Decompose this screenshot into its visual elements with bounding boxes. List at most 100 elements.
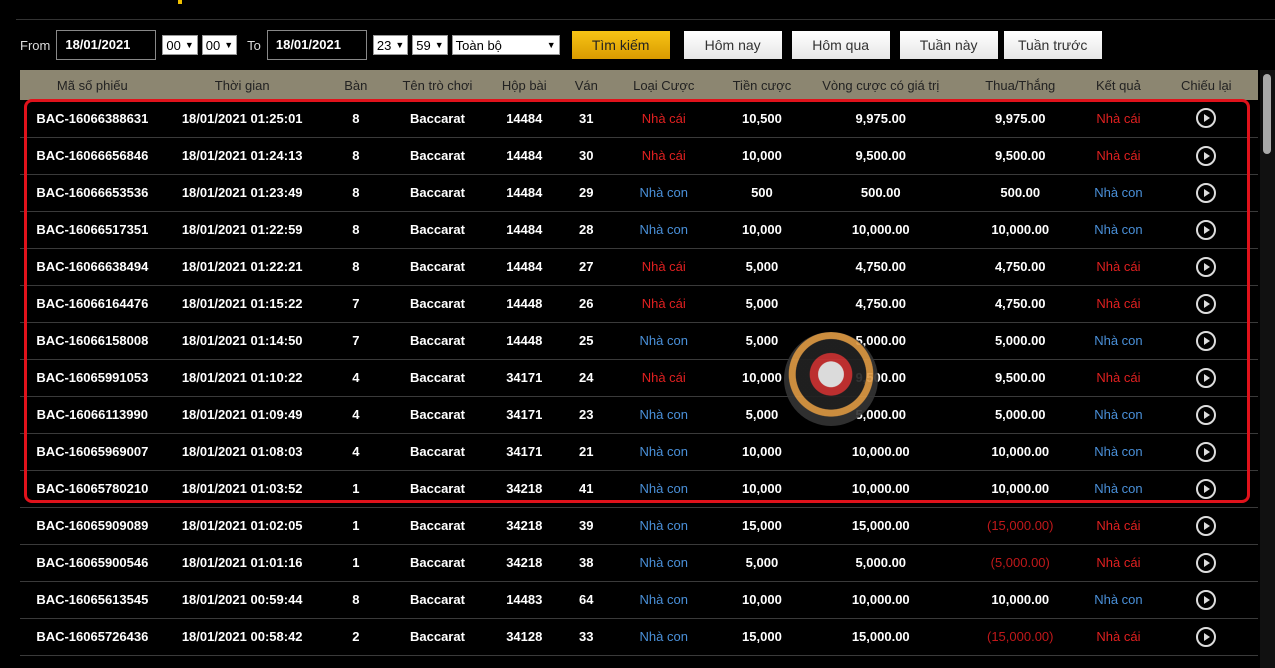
table-cell: 9,975.00 bbox=[958, 100, 1083, 138]
to-date-input[interactable]: 18/01/2021 bbox=[266, 30, 367, 60]
replay-cell bbox=[1154, 211, 1258, 249]
table-cell: 14484 bbox=[482, 248, 566, 286]
play-icon[interactable] bbox=[1196, 293, 1217, 314]
play-icon[interactable] bbox=[1196, 256, 1217, 277]
scrollbar-thumb[interactable] bbox=[1263, 74, 1271, 154]
table-cell: 5,000 bbox=[720, 544, 804, 582]
table-cell: 18/01/2021 00:58:42 bbox=[164, 618, 320, 656]
chevron-down-icon: ▼ bbox=[224, 40, 234, 50]
yesterday-button[interactable]: Hôm qua bbox=[791, 31, 890, 59]
play-icon[interactable] bbox=[1196, 552, 1217, 573]
play-icon[interactable] bbox=[1196, 441, 1217, 462]
table-row: BAC-16065991053 18/01/2021 01:10:22 4 Bacca… bbox=[20, 359, 1258, 397]
table-cell: Nhà con bbox=[606, 544, 721, 582]
play-icon[interactable] bbox=[1196, 330, 1217, 351]
table-cell: Nhà cái bbox=[606, 137, 721, 175]
table-cell: (15,000.00) bbox=[958, 507, 1083, 545]
play-icon[interactable] bbox=[1196, 589, 1217, 610]
replay-cell bbox=[1154, 285, 1258, 323]
table-cell: 5,000.00 bbox=[958, 396, 1083, 434]
table-cell: 4,750.00 bbox=[958, 285, 1083, 323]
this-week-button[interactable]: Tuần này bbox=[899, 31, 998, 59]
table-cell: 9,975.00 bbox=[803, 100, 959, 138]
table-cell: Nhà cái bbox=[1082, 507, 1155, 545]
replay-cell bbox=[1154, 507, 1258, 545]
bet-type-select[interactable]: Toàn bộ ▼ bbox=[451, 35, 560, 55]
table-cell: 18/01/2021 01:01:16 bbox=[164, 544, 320, 582]
table-cell: Nhà con bbox=[606, 396, 721, 434]
table-cell: 15,000 bbox=[720, 507, 804, 545]
play-icon[interactable] bbox=[1196, 219, 1217, 240]
table-cell: 5,000.00 bbox=[958, 322, 1083, 360]
table-cell: 25 bbox=[565, 322, 607, 360]
from-hour-value: 00 bbox=[166, 37, 181, 53]
from-hour-select[interactable]: 00 ▼ bbox=[162, 35, 198, 55]
table-cell: 34218 bbox=[482, 470, 566, 508]
play-icon[interactable] bbox=[1196, 367, 1217, 388]
replay-cell bbox=[1154, 581, 1258, 619]
column-header: Bàn bbox=[319, 70, 392, 100]
table-row: BAC-16066158008 18/01/2021 01:14:50 7 Bacca… bbox=[20, 322, 1258, 360]
table-cell: Nhà con bbox=[606, 470, 721, 508]
table-row: BAC-16066638494 18/01/2021 01:22:21 8 Bacca… bbox=[20, 248, 1258, 286]
play-icon[interactable] bbox=[1196, 515, 1217, 536]
replay-cell bbox=[1154, 396, 1258, 434]
table-cell: 33 bbox=[565, 618, 607, 656]
table-cell: 7 bbox=[319, 285, 392, 323]
table-cell: 34128 bbox=[482, 618, 566, 656]
table-cell: 34171 bbox=[482, 396, 566, 434]
table-cell: 28 bbox=[565, 211, 607, 249]
table-cell: BAC-16066388631 bbox=[20, 100, 165, 138]
table-cell: 14448 bbox=[482, 285, 566, 323]
table-cell: Nhà con bbox=[1082, 433, 1155, 471]
replay-cell bbox=[1154, 433, 1258, 471]
play-icon[interactable] bbox=[1196, 626, 1217, 647]
table-cell: 10,000.00 bbox=[803, 211, 959, 249]
play-icon[interactable] bbox=[1196, 404, 1217, 425]
column-header: Loại Cược bbox=[606, 70, 721, 100]
search-button[interactable]: Tìm kiếm bbox=[571, 31, 670, 59]
scrollbar[interactable] bbox=[1260, 70, 1275, 668]
table-cell: 10,000.00 bbox=[958, 470, 1083, 508]
table-cell: 5,000.00 bbox=[803, 544, 959, 582]
column-header: Tiền cược bbox=[720, 70, 804, 100]
table-cell: 10,000.00 bbox=[803, 470, 959, 508]
table-cell: Baccarat bbox=[392, 322, 483, 360]
chevron-down-icon: ▼ bbox=[395, 40, 405, 50]
table-cell: 14484 bbox=[482, 100, 566, 138]
to-minute-select[interactable]: 59 ▼ bbox=[412, 35, 448, 55]
last-week-button[interactable]: Tuần trước bbox=[1003, 31, 1102, 59]
table-cell: Nhà con bbox=[606, 211, 721, 249]
replay-cell bbox=[1154, 359, 1258, 397]
table-cell: 15,000.00 bbox=[803, 618, 959, 656]
to-label: To bbox=[247, 37, 261, 53]
table-cell: 14484 bbox=[482, 137, 566, 175]
table-cell: 18/01/2021 01:14:50 bbox=[164, 322, 320, 360]
column-header: Vòng cược có giá trị bbox=[803, 70, 959, 100]
table-header: Mã số phiếu Thời gian Bàn Tên trò chơi Hộp b… bbox=[20, 70, 1258, 100]
table-cell: Nhà cái bbox=[606, 285, 721, 323]
play-icon[interactable] bbox=[1196, 478, 1217, 499]
table-cell: Baccarat bbox=[392, 248, 483, 286]
table-cell: 18/01/2021 01:09:49 bbox=[164, 396, 320, 434]
play-icon[interactable] bbox=[1196, 182, 1217, 203]
from-minute-select[interactable]: 00 ▼ bbox=[201, 35, 238, 55]
column-header: Ván bbox=[565, 70, 607, 100]
play-icon[interactable] bbox=[1196, 108, 1217, 129]
table-cell: 10,000 bbox=[720, 211, 804, 249]
table-cell: 10,000.00 bbox=[958, 211, 1083, 249]
table-cell: BAC-16066653536 bbox=[20, 174, 165, 212]
from-date-input[interactable]: 18/01/2021 bbox=[56, 30, 157, 60]
to-hour-value: 23 bbox=[376, 37, 392, 53]
table-cell: Baccarat bbox=[392, 433, 483, 471]
to-hour-select[interactable]: 23 ▼ bbox=[372, 35, 409, 55]
table-cell: Nhà con bbox=[1082, 396, 1155, 434]
play-icon[interactable] bbox=[1196, 145, 1217, 166]
table-cell: 10,000 bbox=[720, 433, 804, 471]
table-row: BAC-16065780210 18/01/2021 01:03:52 1 Bacca… bbox=[20, 470, 1258, 508]
table-cell: Nhà cái bbox=[1082, 248, 1155, 286]
today-button[interactable]: Hôm nay bbox=[683, 31, 782, 59]
column-header: Thua/Thắng bbox=[958, 70, 1083, 100]
table-cell: BAC-16065909089 bbox=[20, 507, 165, 545]
table-cell: 7 bbox=[319, 322, 392, 360]
